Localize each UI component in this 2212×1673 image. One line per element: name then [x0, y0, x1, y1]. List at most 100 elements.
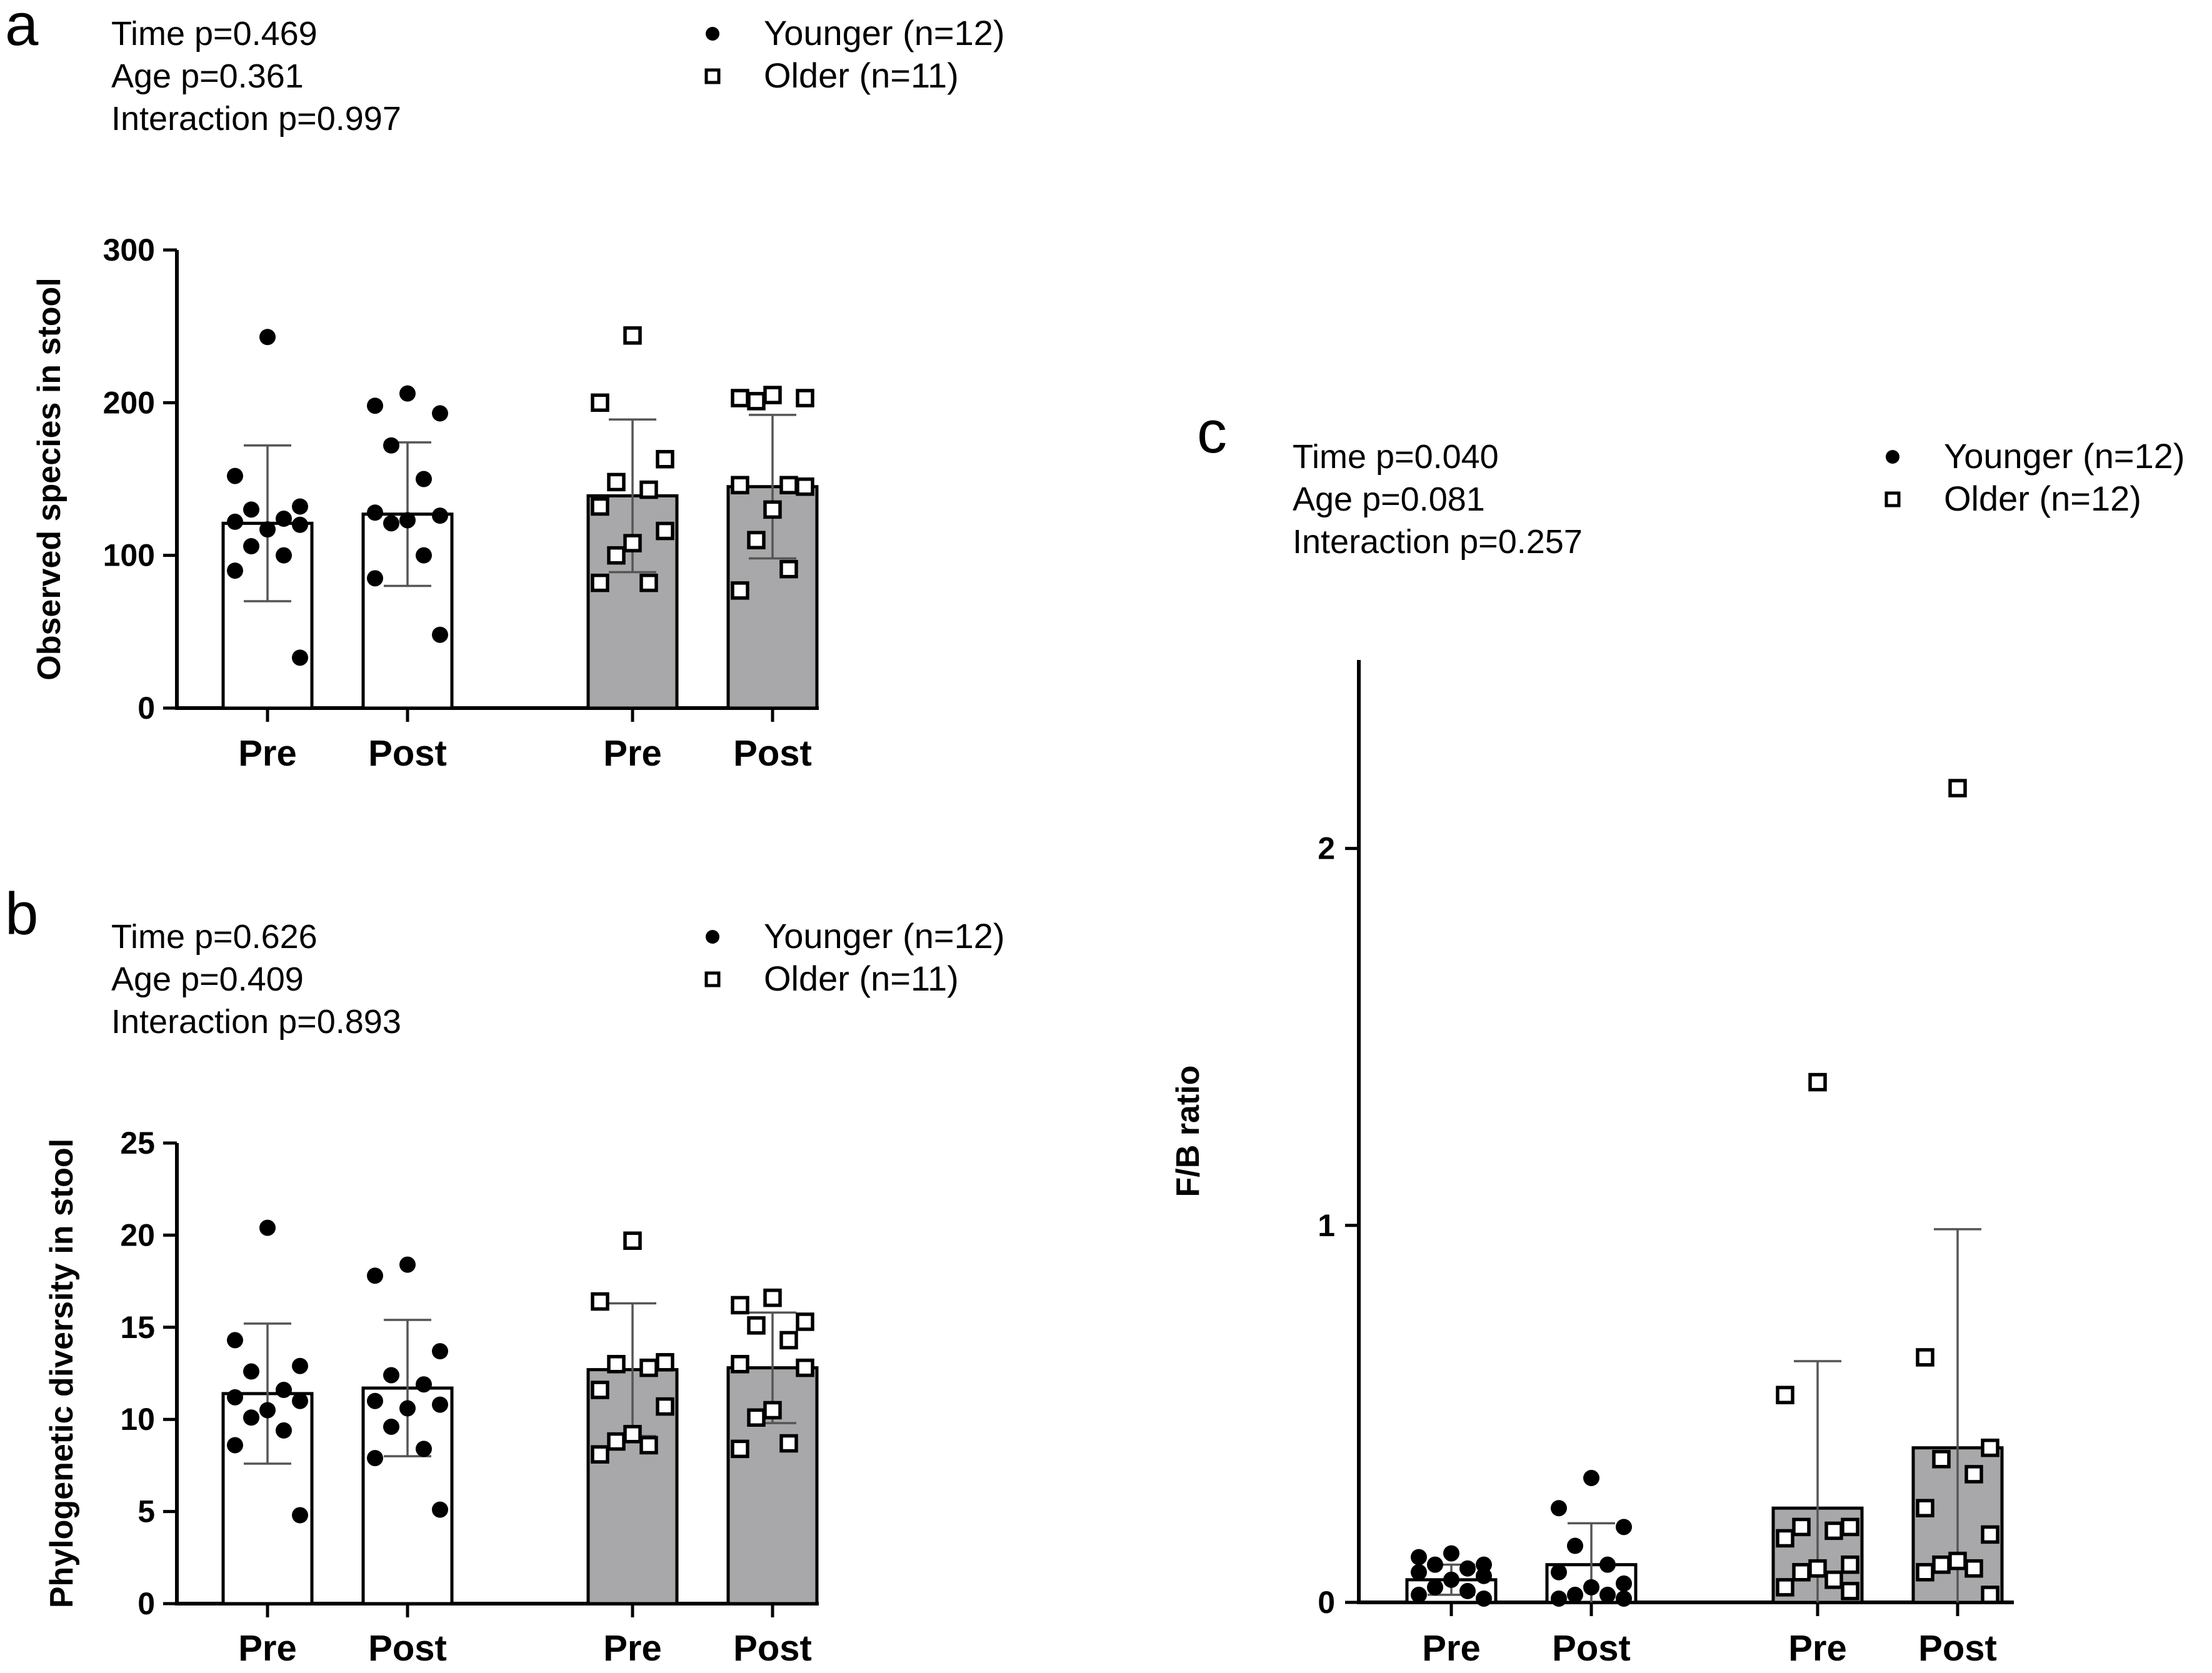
y-axis-label: Observed species in stool: [31, 277, 68, 680]
data-point-older: [763, 1288, 782, 1307]
stat-line: Interaction p=0.893: [111, 1003, 401, 1041]
data-point-older: [796, 477, 814, 496]
data-point-older: [1808, 1072, 1827, 1092]
data-point-younger: [1583, 1469, 1599, 1486]
data-point-younger: [1599, 1556, 1616, 1573]
stat-line: Interaction p=0.257: [1293, 523, 1583, 561]
data-point-older: [1964, 1465, 1983, 1484]
data-point-younger: [432, 1343, 448, 1360]
y-tick-label: 200: [103, 385, 155, 420]
data-point-older: [1792, 1517, 1811, 1537]
data-point-younger: [432, 507, 448, 524]
stat-line: Age p=0.081: [1293, 481, 1485, 518]
data-point-younger: [292, 1392, 308, 1409]
data-point-older: [656, 449, 674, 469]
y-tick-label: 2: [1318, 831, 1335, 866]
data-point-younger: [383, 515, 399, 532]
x-tick-label: Post: [368, 733, 447, 774]
data-point-younger: [243, 1409, 259, 1426]
data-point-younger: [259, 1219, 276, 1236]
data-point-older: [779, 559, 798, 579]
legend-older-marker: [704, 68, 721, 84]
panel-letter: c: [1197, 399, 1227, 466]
y-axis-label: Phylogenetic diversity in stool: [44, 1139, 80, 1608]
data-point-older: [1841, 1582, 1859, 1601]
data-point-older: [639, 480, 658, 499]
data-point-younger: [1411, 1549, 1427, 1566]
data-point-younger: [259, 329, 276, 346]
x-tick-label: Pre: [1422, 1628, 1481, 1669]
y-tick-label: 1: [1318, 1208, 1335, 1243]
data-point-older: [1948, 1551, 1967, 1571]
panel-b: b Time p=0.626 Age p=0.409 Interaction p=0.…: [5, 881, 1005, 1669]
data-point-older: [731, 581, 749, 600]
data-point-younger: [1427, 1579, 1443, 1596]
y-tick-label: 0: [138, 1586, 155, 1621]
data-point-younger: [1567, 1586, 1583, 1603]
stat-line: Time p=0.040: [1293, 438, 1499, 476]
data-point-older: [607, 1432, 626, 1451]
data-point-younger: [367, 397, 383, 414]
legend-label: Younger (n=12): [764, 13, 1005, 52]
data-point-older: [731, 1296, 749, 1315]
data-point-younger: [1551, 1590, 1567, 1607]
data-point-older: [1792, 1562, 1811, 1582]
data-point-younger: [259, 521, 276, 538]
legend-label: Younger (n=12): [1944, 436, 2185, 476]
data-point-younger: [1616, 1575, 1632, 1592]
data-point-older: [1916, 1348, 1934, 1367]
data-point-older: [607, 546, 626, 565]
data-point-younger: [1551, 1564, 1567, 1581]
data-point-younger: [432, 405, 448, 422]
data-point-younger: [367, 570, 383, 587]
data-point-older: [731, 476, 749, 495]
panel-letter: b: [5, 881, 38, 947]
x-tick-label: Post: [368, 1628, 447, 1669]
data-point-younger: [399, 385, 416, 402]
data-point-younger: [432, 1396, 448, 1413]
y-tick-label: 0: [1318, 1585, 1335, 1620]
data-point-older: [1932, 1555, 1951, 1574]
data-point-younger: [1616, 1519, 1632, 1536]
data-point-older: [731, 1439, 749, 1459]
data-point-older: [779, 1434, 798, 1453]
data-point-younger: [399, 1256, 416, 1273]
legend-label: Older (n=11): [764, 959, 959, 998]
bar: [361, 1386, 454, 1606]
data-point-older: [731, 389, 749, 407]
legend-label: Younger (n=12): [764, 916, 1005, 956]
x-tick-label: Pre: [1788, 1628, 1847, 1669]
data-point-older: [623, 1425, 642, 1444]
legend-younger-marker: [706, 27, 719, 41]
data-point-younger: [243, 1363, 259, 1380]
data-point-younger: [227, 467, 243, 484]
data-point-younger: [416, 1441, 432, 1457]
x-tick-label: Post: [733, 733, 812, 774]
data-point-older: [763, 386, 782, 404]
data-point-younger: [227, 1332, 243, 1349]
data-point-older: [779, 476, 798, 495]
data-point-younger: [1411, 1564, 1427, 1581]
data-point-younger: [367, 504, 383, 521]
data-point-younger: [292, 498, 308, 515]
data-point-older: [656, 1397, 674, 1416]
data-point-younger: [1443, 1545, 1459, 1562]
data-point-older: [747, 531, 766, 549]
data-point-younger: [292, 1507, 308, 1524]
data-point-younger: [276, 1422, 292, 1439]
data-point-younger: [367, 1267, 383, 1284]
data-point-younger: [227, 1437, 243, 1454]
data-point-younger: [432, 1501, 448, 1518]
data-point-younger: [383, 437, 399, 454]
data-point-older: [656, 1353, 674, 1372]
data-point-older: [1981, 1525, 1999, 1544]
data-point-older: [591, 497, 609, 516]
panel-a: a Time p=0.469 Age p=0.361 Interaction p=0.…: [5, 0, 1005, 774]
data-point-younger: [243, 501, 259, 518]
data-point-older: [639, 1358, 658, 1377]
y-tick-label: 5: [138, 1494, 155, 1529]
data-point-younger: [1459, 1560, 1476, 1577]
legend-older-marker: [704, 971, 721, 987]
y-axis-label: F/B ratio: [1170, 1066, 1206, 1197]
